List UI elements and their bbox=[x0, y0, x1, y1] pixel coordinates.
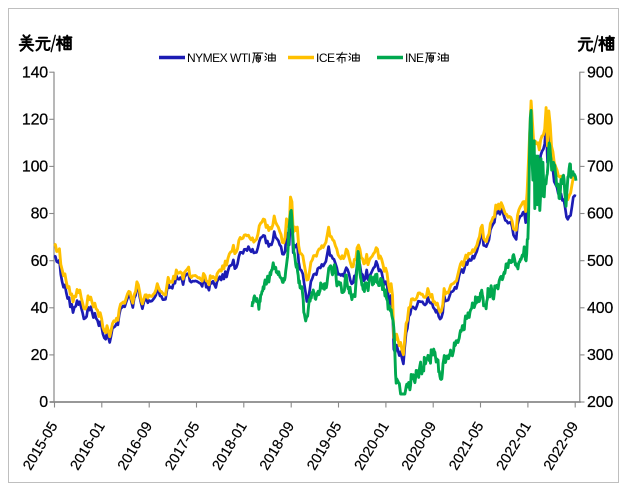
svg-text:100: 100 bbox=[22, 159, 48, 176]
svg-text:2018-01: 2018-01 bbox=[210, 419, 251, 473]
svg-text:60: 60 bbox=[31, 253, 49, 270]
svg-text:400: 400 bbox=[587, 300, 613, 317]
svg-text:140: 140 bbox=[22, 64, 48, 81]
svg-text:0: 0 bbox=[39, 394, 48, 411]
svg-text:20: 20 bbox=[31, 347, 49, 364]
svg-text:ICE: ICE bbox=[316, 51, 335, 65]
svg-text:NYMEX WTI: NYMEX WTI bbox=[187, 51, 251, 65]
svg-text:300: 300 bbox=[587, 347, 613, 364]
svg-text:80: 80 bbox=[31, 206, 49, 223]
svg-text:2018-09: 2018-09 bbox=[257, 419, 298, 473]
svg-text:2020-09: 2020-09 bbox=[399, 419, 440, 473]
svg-text:700: 700 bbox=[587, 159, 613, 176]
svg-text:INE: INE bbox=[405, 51, 424, 65]
svg-text:500: 500 bbox=[587, 253, 613, 270]
svg-text:2022-01: 2022-01 bbox=[494, 419, 535, 473]
svg-text:2017-05: 2017-05 bbox=[162, 419, 203, 473]
svg-text:120: 120 bbox=[22, 112, 48, 129]
svg-text:2020-01: 2020-01 bbox=[352, 419, 393, 473]
svg-text:2019-05: 2019-05 bbox=[304, 419, 345, 473]
svg-text:600: 600 bbox=[587, 206, 613, 223]
svg-text:900: 900 bbox=[587, 64, 613, 81]
svg-text:800: 800 bbox=[587, 112, 613, 129]
svg-text:200: 200 bbox=[587, 394, 613, 411]
svg-text:2022-09: 2022-09 bbox=[541, 419, 582, 473]
svg-text:2016-09: 2016-09 bbox=[115, 419, 156, 473]
svg-text:2021-05: 2021-05 bbox=[446, 419, 487, 473]
svg-text:40: 40 bbox=[31, 300, 49, 317]
svg-text:2016-01: 2016-01 bbox=[68, 419, 109, 473]
svg-text:2015-05: 2015-05 bbox=[20, 419, 61, 473]
